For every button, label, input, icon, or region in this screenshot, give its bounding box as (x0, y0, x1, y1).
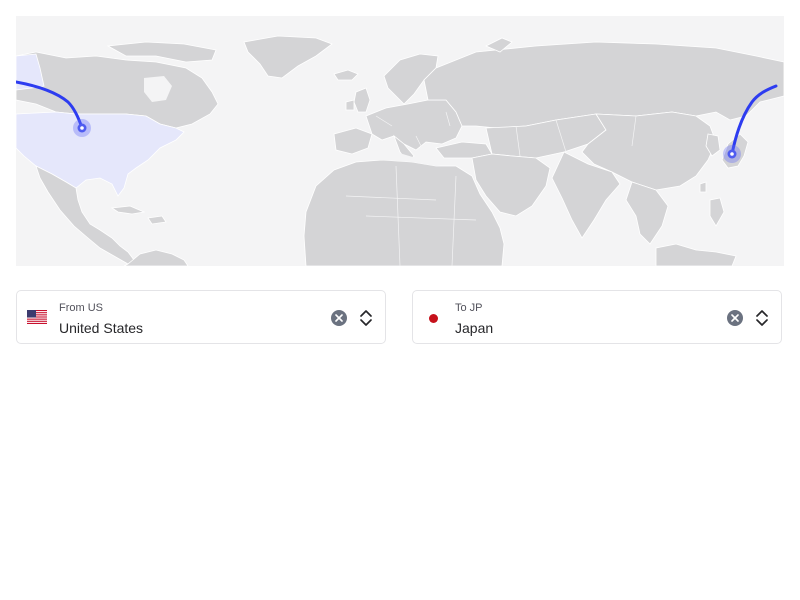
philippines (709, 197, 725, 227)
greenland (243, 35, 333, 79)
alaska (16, 53, 45, 91)
from-country-select[interactable]: From US United States (16, 290, 386, 344)
arctic-islands (106, 41, 217, 63)
origin-marker[interactable] (73, 119, 91, 137)
cuba (110, 205, 146, 215)
from-caption: From US (59, 302, 103, 314)
ireland (345, 99, 355, 111)
korea (705, 133, 721, 157)
south-america (123, 249, 189, 266)
flight-route-destination-segment (730, 84, 778, 156)
africa (303, 159, 505, 266)
taiwan (699, 181, 707, 193)
united-kingdom (353, 87, 371, 113)
united-states (16, 111, 185, 197)
to-value: Japan (455, 320, 494, 336)
hispaniola (147, 215, 167, 225)
iberia (333, 127, 373, 155)
iceland (333, 69, 359, 81)
from-clear-icon[interactable] (331, 310, 347, 326)
jp-flag-icon (429, 314, 438, 323)
to-clear-icon[interactable] (727, 310, 743, 326)
mexico (35, 165, 135, 265)
world-map-svg (16, 35, 784, 266)
to-chevron-up-down-icon[interactable] (755, 308, 769, 328)
to-caption: To JP (455, 302, 483, 314)
destination-marker[interactable] (723, 145, 741, 163)
canada (16, 51, 219, 129)
china (581, 111, 717, 191)
continental-europe (365, 99, 463, 151)
middle-east (471, 153, 551, 217)
world-map (16, 16, 784, 266)
flight-route-origin-segment (16, 80, 84, 130)
southeast-asia (625, 181, 669, 245)
us-flag-icon (27, 310, 47, 324)
novaya-zemlya (485, 37, 513, 53)
to-country-select[interactable]: To JP Japan (412, 290, 782, 344)
from-value: United States (59, 320, 144, 336)
india (551, 151, 621, 239)
from-chevron-up-down-icon[interactable] (359, 308, 373, 328)
indonesia (655, 243, 737, 266)
